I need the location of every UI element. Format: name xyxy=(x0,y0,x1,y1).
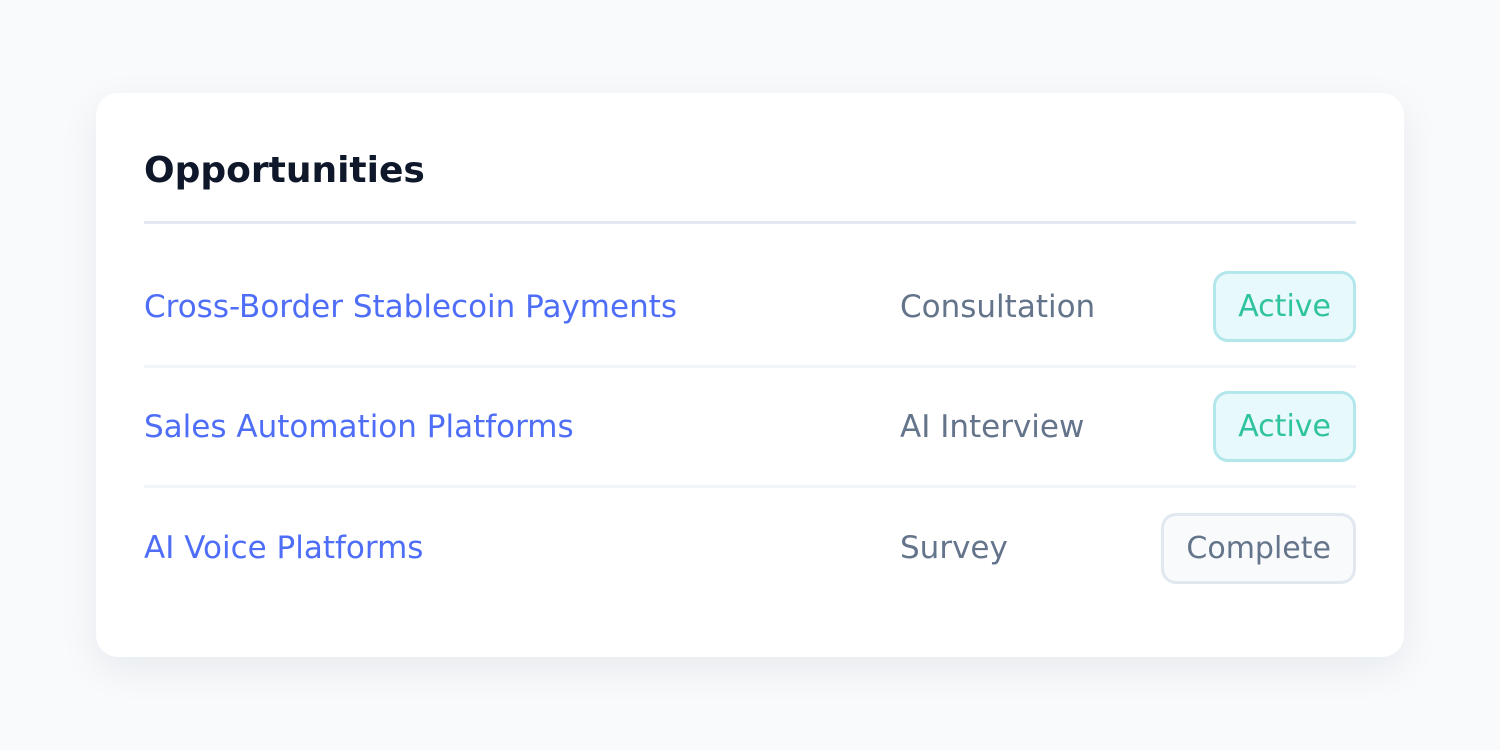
status-badge: Active xyxy=(1213,391,1356,462)
opportunity-type: AI Interview xyxy=(900,408,1085,445)
status-badge: Active xyxy=(1213,271,1356,342)
opportunity-type: Survey xyxy=(900,530,1008,566)
opportunities-card: Opportunities Cross-Border Stablecoin Pa… xyxy=(96,93,1404,657)
opportunity-link[interactable]: AI Voice Platforms xyxy=(144,530,424,566)
opportunity-list: Cross-Border Stablecoin Payments Consult… xyxy=(144,248,1356,608)
card-title: Opportunities xyxy=(144,150,425,191)
list-item: Sales Automation Platforms AI Interview … xyxy=(144,368,1356,488)
status-badge: Complete xyxy=(1161,512,1356,584)
opportunity-link[interactable]: Cross-Border Stablecoin Payments xyxy=(144,288,678,325)
opportunity-link[interactable]: Sales Automation Platforms xyxy=(144,408,574,445)
list-item: Cross-Border Stablecoin Payments Consult… xyxy=(144,248,1356,368)
list-item: AI Voice Platforms Survey Complete xyxy=(144,488,1356,608)
opportunity-type: Consultation xyxy=(900,288,1096,325)
divider xyxy=(144,221,1356,224)
